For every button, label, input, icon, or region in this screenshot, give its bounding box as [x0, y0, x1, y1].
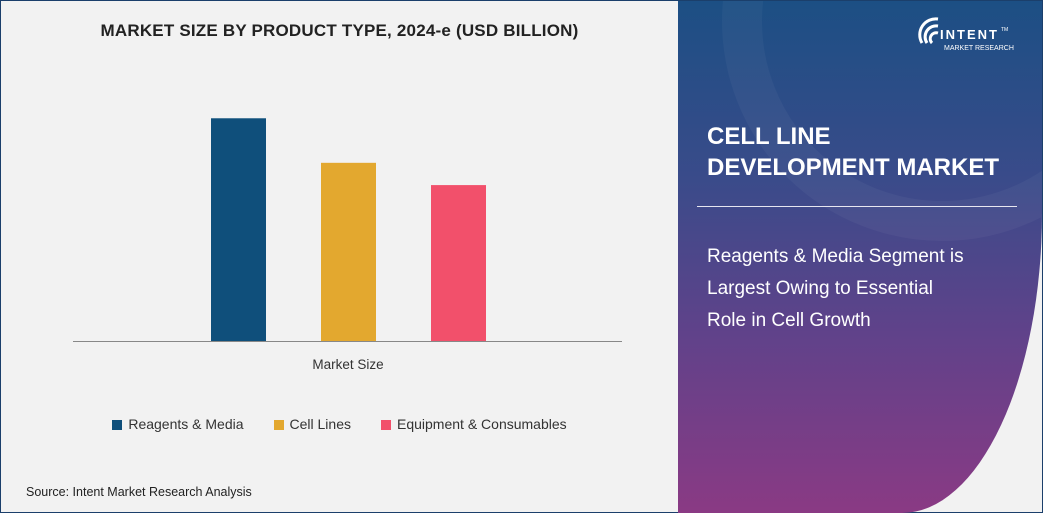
- legend-swatch: [273, 419, 284, 430]
- bar-reagents-media: [211, 118, 266, 341]
- divider: [697, 206, 1017, 207]
- chart-title: MARKET SIZE BY PRODUCT TYPE, 2024-e (USD…: [100, 21, 579, 40]
- legend-item-reagents-media: Reagents & Media: [112, 416, 244, 433]
- report-subtitle-line: Reagents & Media Segment is: [707, 246, 964, 267]
- legend: Reagents & Media Cell Lines Equipment & …: [1, 416, 678, 433]
- intent-logo: INTENT TM MARKET RESEARCH: [916, 13, 1028, 59]
- signal-icon: [918, 17, 939, 45]
- report-panel: INTENT TM MARKET RESEARCH CELL LINE DEVE…: [678, 1, 1042, 513]
- bar-cell-lines: [321, 162, 376, 341]
- report-subtitle: Reagents & Media Segment is Largest Owin…: [707, 241, 1037, 337]
- legend-label: Cell Lines: [289, 416, 351, 432]
- report-title-line: CELL LINE: [707, 123, 831, 150]
- legend-swatch: [381, 419, 391, 430]
- report-title-line: DEVELOPMENT MARKET: [707, 154, 1000, 181]
- legend-swatch: [112, 419, 123, 430]
- x-axis-label: Market Size: [312, 357, 384, 372]
- report-subtitle-line: Role in Cell Growth: [707, 310, 871, 331]
- logo-tm: TM: [1000, 27, 1009, 33]
- bar-chart: [73, 118, 622, 342]
- report-title: CELL LINE DEVELOPMENT MARKET: [707, 121, 1037, 183]
- legend-item-equipment-consumables: Equipment & Consumables: [381, 416, 567, 433]
- logo-subtext: MARKET RESEARCH: [944, 45, 1014, 52]
- logo-wordmark: INTENT TM: [940, 27, 1008, 42]
- logo-text: INTENT: [940, 27, 999, 42]
- report-subtitle-line: Largest Owing to Essential: [707, 278, 934, 299]
- source-note: Source: Intent Market Research Analysis: [26, 485, 252, 499]
- legend-label: Equipment & Consumables: [397, 416, 567, 432]
- legend-label: Reagents & Media: [128, 416, 244, 432]
- bar-equipment-consumables: [431, 185, 486, 341]
- legend-item-cell-lines: Cell Lines: [273, 416, 351, 433]
